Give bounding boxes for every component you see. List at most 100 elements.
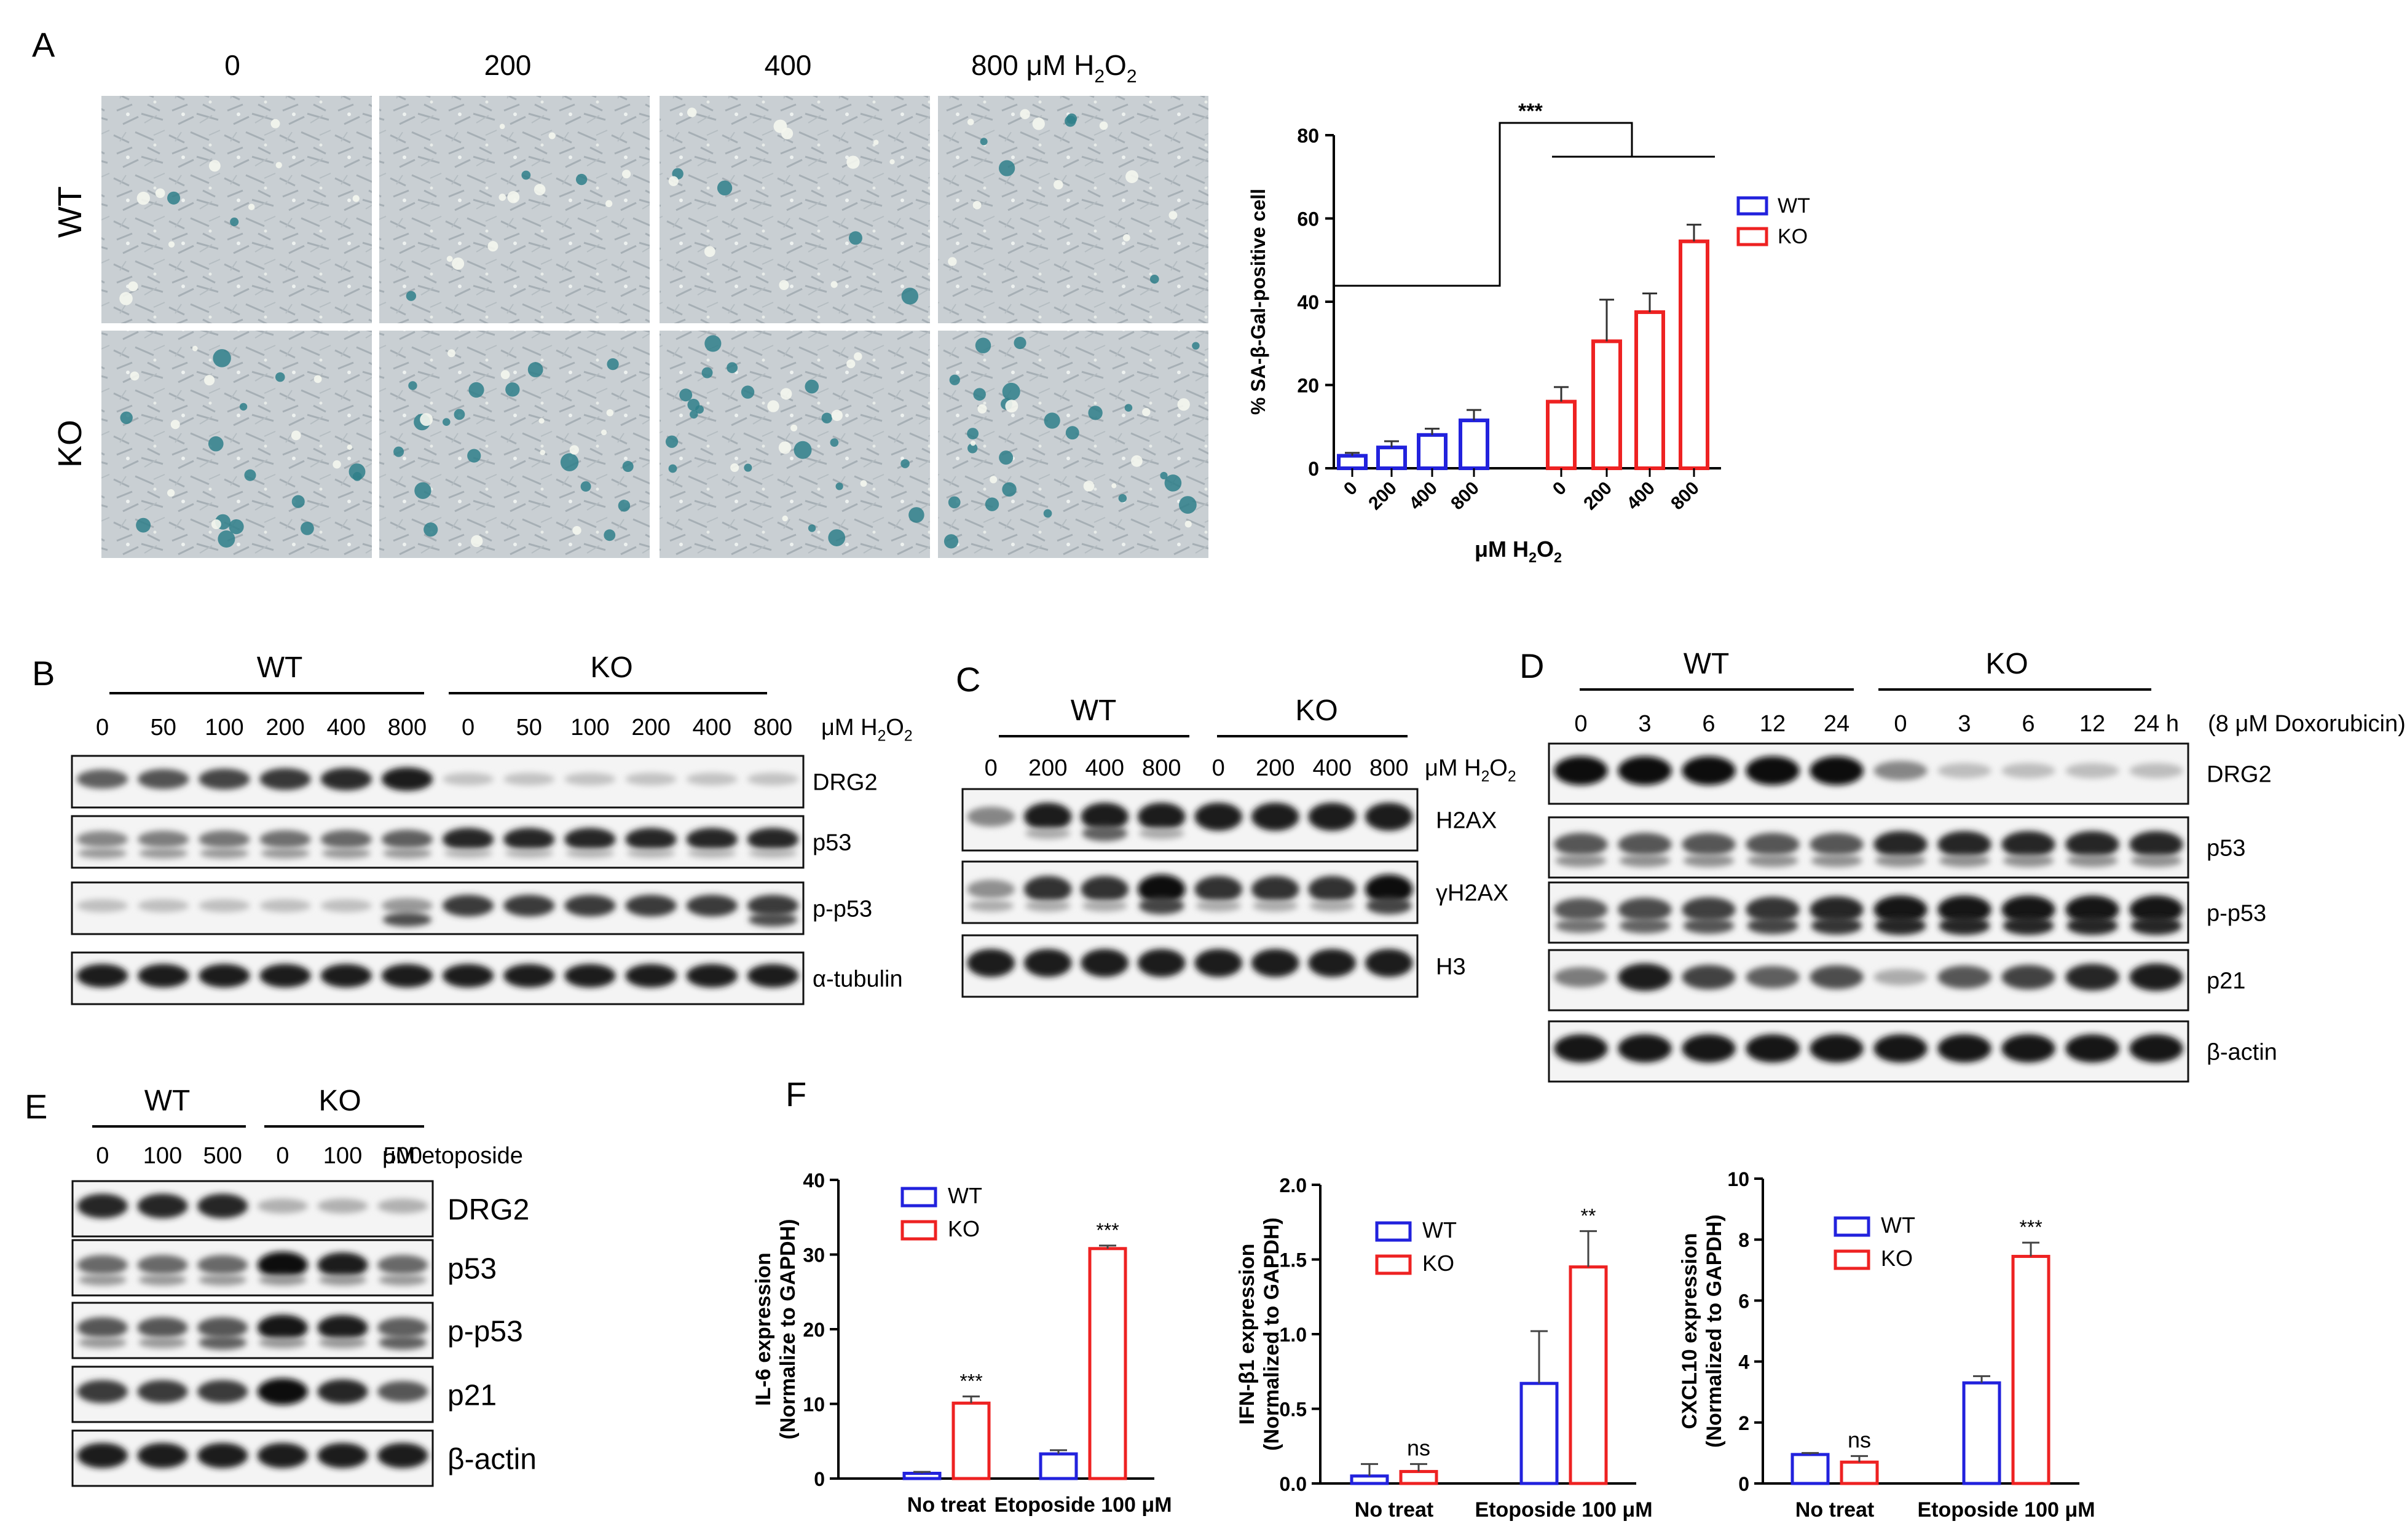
bright-cell bbox=[854, 352, 862, 361]
stained-cell bbox=[943, 534, 959, 549]
stained-cell bbox=[830, 438, 839, 447]
blot-band-lower bbox=[318, 1274, 367, 1286]
blot-band bbox=[2001, 1034, 2055, 1063]
y-tick-label: 40 bbox=[803, 1169, 825, 1192]
blot-band-lower bbox=[1025, 827, 1071, 839]
bar-wt bbox=[1337, 454, 1368, 470]
stained-cell bbox=[505, 382, 520, 397]
bright-cell bbox=[790, 424, 798, 431]
dose-header: 200 bbox=[484, 49, 532, 81]
blot-label: β-actin bbox=[447, 1443, 537, 1475]
stained-cell bbox=[744, 463, 752, 472]
blot-band bbox=[1137, 949, 1186, 977]
bright-cell bbox=[967, 119, 974, 125]
x-tick-label: No treat bbox=[907, 1493, 986, 1517]
bright-cell bbox=[1122, 234, 1130, 242]
blot-band bbox=[137, 1317, 188, 1338]
blot-band-lower bbox=[2003, 854, 2054, 868]
bright-cell bbox=[487, 241, 498, 252]
blot-band-lower bbox=[2003, 916, 2054, 935]
dose-header: 0 bbox=[224, 49, 240, 81]
bright-cell bbox=[572, 525, 581, 535]
stained-cell bbox=[213, 349, 231, 367]
legend-swatch bbox=[900, 1187, 937, 1208]
stained-cell bbox=[352, 472, 362, 481]
stained-cell bbox=[443, 418, 451, 426]
bar-wt bbox=[1962, 1381, 2001, 1485]
stained-cell bbox=[618, 500, 631, 512]
lane-label: 6 bbox=[2022, 711, 2035, 737]
blot-band bbox=[1554, 833, 1608, 856]
blot-band bbox=[381, 767, 433, 791]
lane-label: 100 bbox=[570, 715, 609, 741]
blot-band bbox=[2129, 895, 2183, 924]
legend-label: WT bbox=[1422, 1217, 1457, 1243]
stained-cell bbox=[901, 288, 919, 305]
panel-d-label: D bbox=[1519, 646, 1544, 685]
bar-ko bbox=[1679, 239, 1709, 470]
micrograph-tile bbox=[938, 331, 1208, 558]
lane-label: 3 bbox=[1638, 711, 1651, 737]
blot-band bbox=[1023, 876, 1072, 903]
y-tick-label: 8 bbox=[1738, 1229, 1749, 1251]
blot-band bbox=[320, 768, 372, 791]
lane-label: 800 bbox=[388, 715, 427, 741]
bright-cell bbox=[538, 418, 545, 424]
group-label: WT bbox=[1071, 694, 1117, 727]
blot-band bbox=[625, 964, 677, 988]
blot-band bbox=[1308, 876, 1357, 903]
blot-label: β-actin bbox=[2207, 1040, 2277, 1066]
bar-ko bbox=[1088, 1247, 1127, 1480]
blot-band bbox=[1810, 965, 1864, 989]
bright-cell bbox=[687, 108, 697, 117]
blot-label: α-tubulin bbox=[813, 967, 903, 992]
blot-band-lower bbox=[258, 1274, 307, 1286]
blot-band bbox=[1746, 897, 1800, 923]
y-axis-label: IFN-β1 expression(Normalized to GAPDH) bbox=[1235, 1217, 1283, 1451]
bright-cell bbox=[500, 370, 510, 380]
bright-cell bbox=[606, 409, 614, 417]
blot-band-lower bbox=[2130, 854, 2182, 868]
y-tick-label: 30 bbox=[803, 1244, 825, 1267]
blot-band bbox=[77, 1193, 128, 1219]
blot-band-lower bbox=[1309, 900, 1355, 912]
blot-band bbox=[77, 1255, 128, 1275]
bright-cell bbox=[977, 404, 987, 414]
stained-cell bbox=[575, 173, 588, 186]
bright-cell bbox=[1142, 407, 1151, 417]
blot-band-lower bbox=[687, 848, 736, 858]
stained-cell bbox=[230, 218, 239, 227]
legend-swatch bbox=[1834, 1249, 1870, 1270]
x-tick-label: 200 bbox=[1365, 478, 1401, 514]
blot-band bbox=[1554, 967, 1608, 988]
stained-cell bbox=[679, 388, 693, 402]
blot-band bbox=[320, 830, 372, 849]
stained-cell bbox=[948, 496, 961, 509]
stained-cell bbox=[244, 469, 256, 481]
panel-f-label: F bbox=[786, 1075, 806, 1114]
lane-label: 0 bbox=[1574, 711, 1587, 737]
blot-band bbox=[1618, 1034, 1672, 1063]
group-label: WT bbox=[257, 651, 303, 684]
blot-strip bbox=[71, 1302, 434, 1359]
blot-band-lower bbox=[1747, 854, 1798, 868]
stained-cell bbox=[275, 372, 285, 382]
y-axis-label: IL-6 expression(Normalize to GAPDH) bbox=[752, 1219, 800, 1440]
blot-band-lower bbox=[1747, 917, 1798, 935]
significance-marker: *** bbox=[2019, 1216, 2042, 1238]
blot-band bbox=[503, 964, 555, 988]
blot-label: p53 bbox=[2207, 836, 2245, 862]
stained-cell bbox=[828, 529, 846, 546]
blot-band bbox=[1618, 833, 1672, 856]
stained-cell bbox=[408, 381, 417, 390]
blot-band bbox=[2065, 895, 2119, 924]
blot-band bbox=[1308, 803, 1357, 831]
blot-band-lower bbox=[321, 847, 371, 859]
bright-cell bbox=[1032, 117, 1045, 130]
y-tick-label: 0.5 bbox=[1280, 1399, 1307, 1421]
panel-d: D WT KO 0 3 6 12 24 0 3 6 12 24 h (8 μM Doxorubicin)… bbox=[1519, 646, 2406, 1083]
blot-band-lower bbox=[1025, 900, 1071, 912]
blot-band bbox=[317, 1252, 368, 1278]
group-label: WT bbox=[1684, 648, 1730, 680]
blot-band-lower bbox=[1683, 854, 1735, 868]
